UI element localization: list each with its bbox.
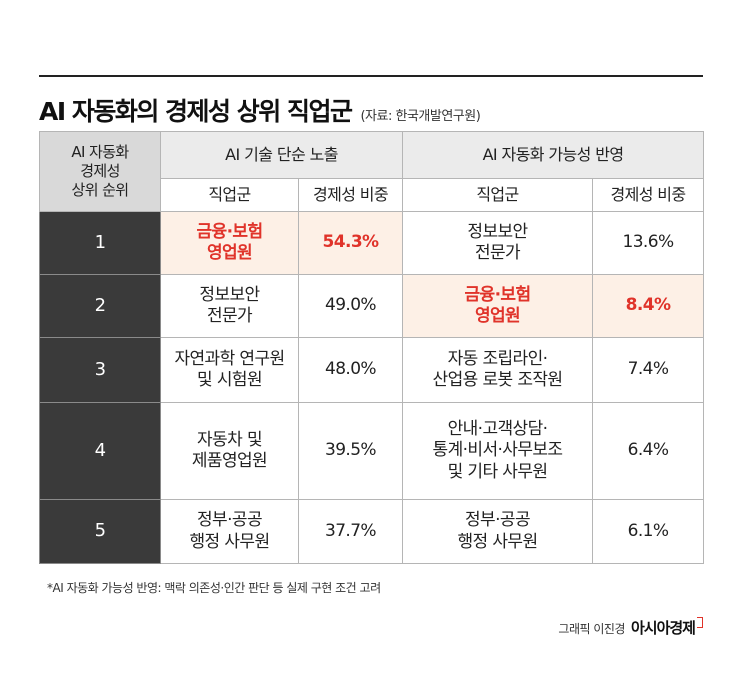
occupation-line: 정보보안 [199,284,260,305]
rank-header: AI 자동화 경제성 상위 순위 [39,131,161,212]
graphic-credit: 그래픽 이진경 [558,622,625,636]
title-block: AI 자동화의 경제성 상위 직업군 (자료: 한국개발연구원) [39,92,481,128]
share-cell: 13.6% [591,211,705,275]
share-cell: 54.3% [298,211,403,275]
occupation-cell: 자연과학 연구원 및 시험원 [160,337,299,403]
occupation-cell: 정부·공공 행정 사무원 [160,499,299,564]
share-cell: 49.0% [298,274,403,338]
occupation-line: 산업용 로봇 조작원 [432,370,564,390]
occupation-line: 안내·고객상담· [447,419,548,440]
occupation-cell: 자동 조립라인· 산업용 로봇 조작원 [402,337,593,403]
share-cell: 48.0% [298,337,403,403]
occupation-cell: 금융·보험 영업원 [402,274,593,338]
source-note: (자료: 한국개발연구원) [360,109,481,124]
occupation-line: 정부·공공 [465,510,531,531]
rank-header-line: AI 자동화 [71,143,129,162]
table-row: 2 정보보안 전문가 49.0% 금융·보험 영업원 8.4% [39,274,705,338]
occupation-line: 및 기타 사무원 [447,461,548,482]
brand-logo: 아시아경제 [630,619,696,637]
title-rule [39,75,703,77]
rank-cell: 2 [39,274,161,338]
col-header-share: 경제성 비중 [298,178,403,212]
occupation-line: 제품영업원 [191,451,268,471]
rank-cell: 5 [39,499,161,564]
occupation-line: 전문가 [474,243,521,263]
occupation-line: 행정 사무원 [457,531,538,552]
occupation-line: 영업원 [474,306,521,326]
occupation-line: 행정 사무원 [189,531,270,552]
share-cell: 7.4% [591,337,705,403]
occupation-line: 및 시험원 [197,370,263,390]
table-row: 5 정부·공공 행정 사무원 37.7% 정부·공공 행정 사무원 6.1% [39,499,705,564]
table-row: 1 금융·보험 영업원 54.3% 정보보안 전문가 13.6% [39,211,705,275]
credit-block: 그래픽 이진경 아시아경제 [558,617,703,638]
share-cell: 6.4% [591,402,705,500]
rank-header-line: 상위 순위 [71,180,130,199]
occupation-cell: 정부·공공 행정 사무원 [402,499,593,564]
occupation-cell: 금융·보험 영업원 [160,211,299,275]
occupation-line: 금융·보험 [464,284,531,305]
col-header-occupation: 직업군 [160,178,299,212]
occupation-line: 정부·공공 [197,510,263,531]
occupation-line: 자동 조립라인· [447,348,548,369]
share-cell: 8.4% [591,274,705,338]
rank-cell: 4 [39,402,161,500]
share-cell: 6.1% [591,499,705,564]
occupation-cell: 정보보안 전문가 [402,211,593,275]
occupation-table: AI 자동화 경제성 상위 순위 AI 기술 단순 노출 AI 자동화 가능성 … [39,131,705,564]
occupation-cell: 안내·고객상담· 통계·비서·사무보조 및 기타 사무원 [402,402,593,500]
group-header-automation: AI 자동화 가능성 반영 [401,131,705,179]
occupation-line: 정보보안 [467,221,528,242]
occupation-line: 자연과학 연구원 [174,348,285,369]
group-header-exposure: AI 기술 단순 노출 [160,131,403,179]
occupation-line: 전문가 [206,306,253,326]
page-title: AI 자동화의 경제성 상위 직업군 [39,97,353,126]
occupation-cell: 정보보안 전문가 [160,274,299,338]
occupation-line: 금융·보험 [196,221,263,242]
occupation-cell: 자동차 및 제품영업원 [160,402,299,500]
footnote: *AI 자동화 가능성 반영: 맥락 의존성·인간 판단 등 실제 구현 조건 … [47,581,381,595]
brand-mark-icon [697,617,703,628]
rank-cell: 1 [39,211,161,275]
occupation-line: 통계·비서·사무보조 [432,440,564,461]
col-header-share: 경제성 비중 [591,178,705,212]
rank-cell: 3 [39,337,161,403]
table-row: 4 자동차 및 제품영업원 39.5% 안내·고객상담· 통계·비서·사무보조 … [39,402,705,500]
share-cell: 39.5% [298,402,403,500]
share-cell: 37.7% [298,499,403,564]
occupation-line: 영업원 [206,243,253,263]
rank-header-line: 경제성 [80,162,120,181]
table-row: 3 자연과학 연구원 및 시험원 48.0% 자동 조립라인· 산업용 로봇 조… [39,337,705,403]
col-header-occupation: 직업군 [402,178,593,212]
occupation-line: 자동차 및 [197,429,263,450]
